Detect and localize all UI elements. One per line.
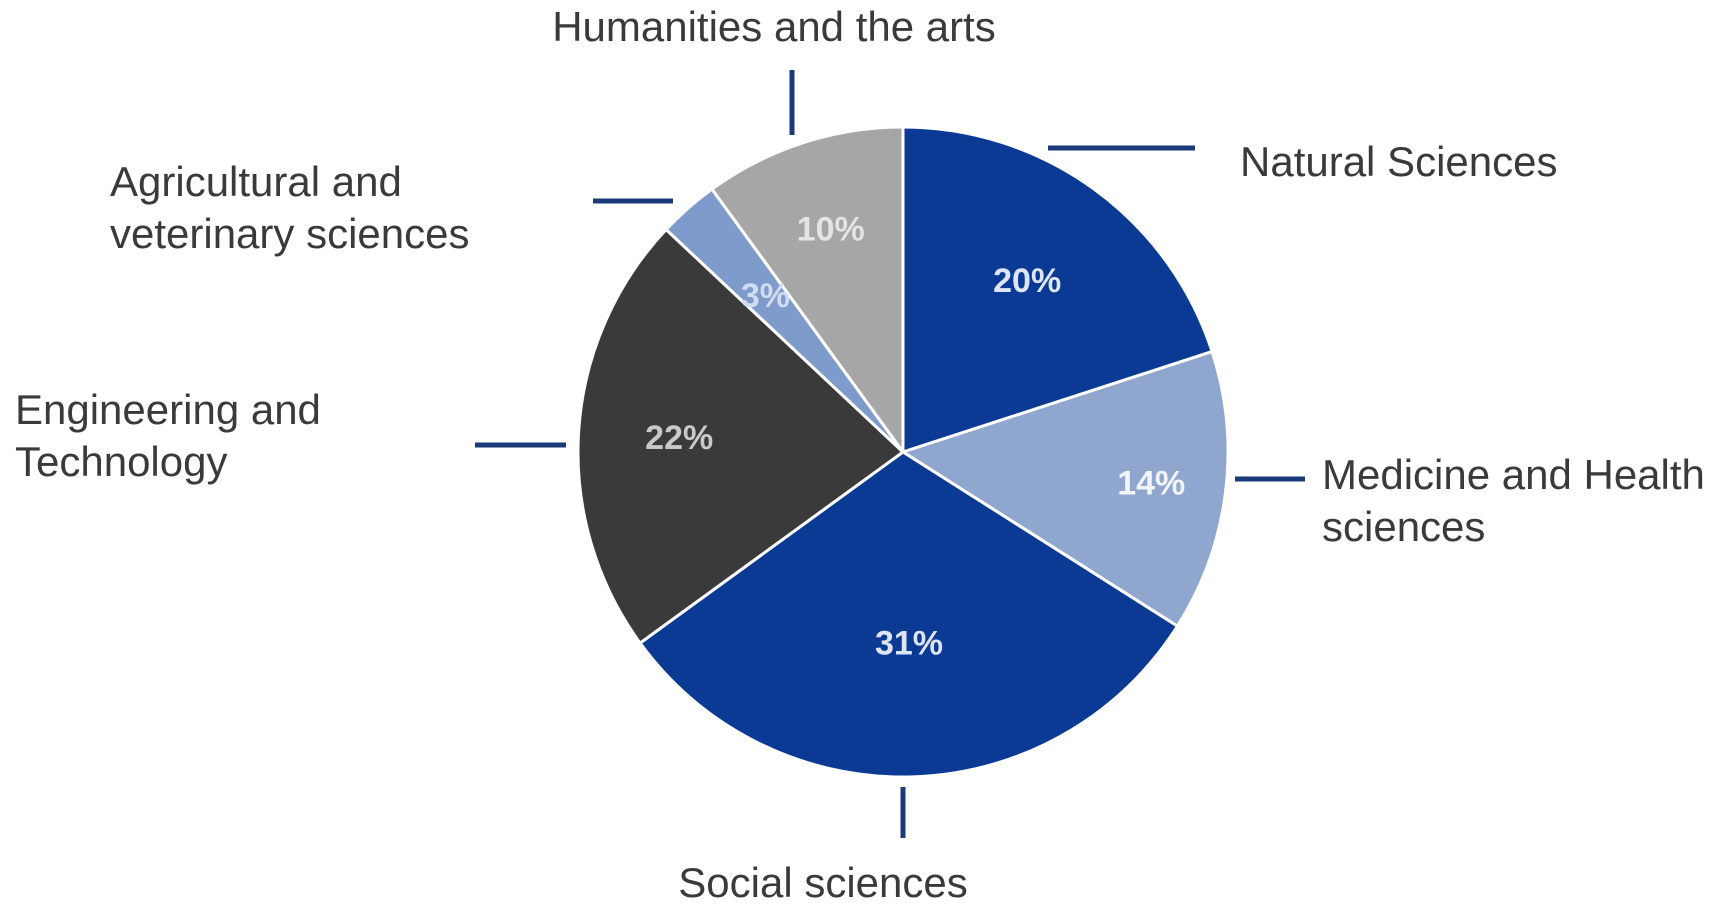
category-label-line: Social sciences <box>678 859 967 904</box>
slice-value-labels: 20% 14% 31% 22% 3%10% <box>645 210 1185 662</box>
category-label-humanities-and-the-arts: Humanities and the arts <box>552 3 996 50</box>
pie-slice-social-sciences <box>638 450 1179 779</box>
value-label-social-sciences: 31% <box>875 625 943 663</box>
category-label-social-sciences: Social sciences <box>678 859 967 904</box>
pie-slice-medicine-and-health-sciences <box>901 350 1230 628</box>
category-label-line: Humanities and the arts <box>552 3 996 50</box>
value-label-medicine-and-health-sciences: 14% <box>1117 464 1185 502</box>
pie-slices <box>576 125 1230 779</box>
category-label-agricultural-and-veterinary-sciences: Agricultural and veterinary sciences <box>110 158 469 257</box>
leader-lines <box>475 70 1305 838</box>
category-label-line: veterinary sciences <box>110 210 469 257</box>
pie-slice-natural-sciences <box>901 125 1214 454</box>
value-label-humanities-and-the-arts: 10% <box>797 210 865 248</box>
value-label-natural-sciences: 20% <box>993 262 1061 300</box>
category-label-line: Medicine and Health <box>1322 451 1705 498</box>
pie-slice-humanities-and-the-arts <box>710 125 905 454</box>
category-label-line: Technology <box>15 438 227 485</box>
value-label-engineering-and-technology: 22% <box>645 419 713 457</box>
category-label-natural-sciences: Natural Sciences <box>1240 138 1557 185</box>
value-label-agricultural-and-veterinary-sciences: 3% <box>741 277 790 315</box>
category-label-line: Agricultural and <box>110 158 402 205</box>
category-label-engineering-and-technology: Engineering and Technology <box>15 386 321 485</box>
pie-slice-engineering-and-technology <box>576 228 905 645</box>
category-label-line: Engineering and <box>15 386 321 433</box>
category-label-line: Natural Sciences <box>1240 138 1557 185</box>
category-labels: Natural Sciences Medicine and Health scien… <box>15 3 1705 904</box>
category-label-medicine-and-health-sciences: Medicine and Health sciences <box>1322 451 1705 550</box>
category-label-line: sciences <box>1322 503 1485 550</box>
